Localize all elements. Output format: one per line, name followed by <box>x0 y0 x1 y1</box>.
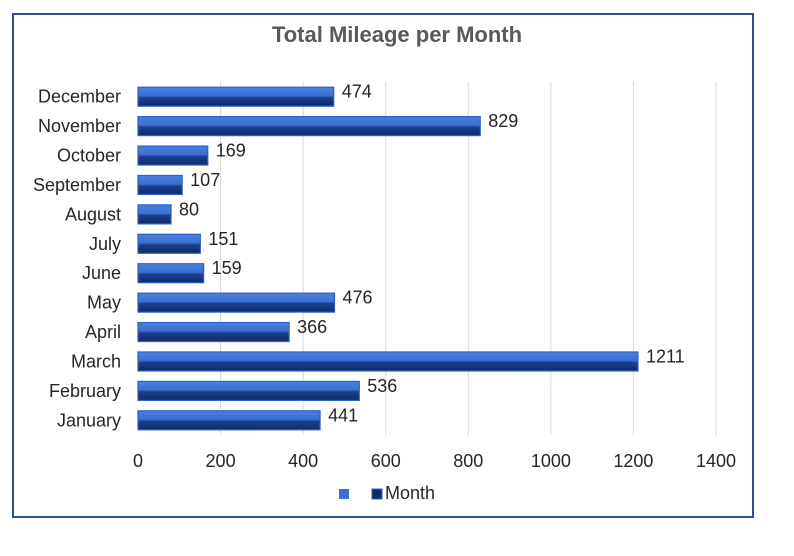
bar <box>137 233 201 254</box>
x-tick-label: 200 <box>206 451 236 471</box>
data-label: 536 <box>367 376 397 396</box>
data-label: 474 <box>342 82 372 102</box>
x-tick-label: 0 <box>133 451 143 471</box>
x-tick-label: 600 <box>371 451 401 471</box>
x-tick-label: 1000 <box>531 451 571 471</box>
data-label: 159 <box>212 258 242 278</box>
category-label: December <box>38 87 121 107</box>
bar <box>137 292 336 313</box>
bar <box>137 351 639 372</box>
data-label: 829 <box>488 111 518 131</box>
legend-swatch-light <box>339 489 349 499</box>
category-label: October <box>57 146 121 166</box>
data-label: 476 <box>343 288 373 308</box>
bar <box>137 174 183 196</box>
bar <box>137 380 360 401</box>
data-label: 169 <box>216 141 246 161</box>
bar <box>137 86 335 107</box>
bar <box>137 116 481 137</box>
data-label: 107 <box>190 170 220 190</box>
category-label: March <box>71 351 121 371</box>
data-label: 80 <box>179 199 199 219</box>
category-label: February <box>49 381 121 401</box>
bar <box>137 145 209 166</box>
data-label: 366 <box>297 317 327 337</box>
x-tick-label: 800 <box>453 451 483 471</box>
category-label: August <box>65 204 121 224</box>
x-tick-label: 1400 <box>696 451 736 471</box>
category-label: April <box>85 322 121 342</box>
bar <box>137 204 172 225</box>
category-label: May <box>87 293 121 313</box>
bar <box>137 321 290 343</box>
x-tick-label: 400 <box>288 451 318 471</box>
data-label: 441 <box>328 405 358 425</box>
chart-frame <box>12 13 754 518</box>
data-label: 1211 <box>646 346 685 366</box>
category-label: June <box>82 263 121 283</box>
category-label: November <box>38 116 121 136</box>
chart-title: Total Mileage per Month <box>271 22 523 47</box>
category-label: July <box>89 234 121 254</box>
category-label: September <box>33 175 121 195</box>
bar <box>137 410 321 431</box>
legend-label: Month <box>385 483 435 503</box>
data-label: 151 <box>208 229 238 249</box>
legend-swatch-dark <box>371 488 383 500</box>
bar <box>137 263 205 284</box>
x-tick-label: 1200 <box>613 451 653 471</box>
category-label: January <box>57 410 121 430</box>
